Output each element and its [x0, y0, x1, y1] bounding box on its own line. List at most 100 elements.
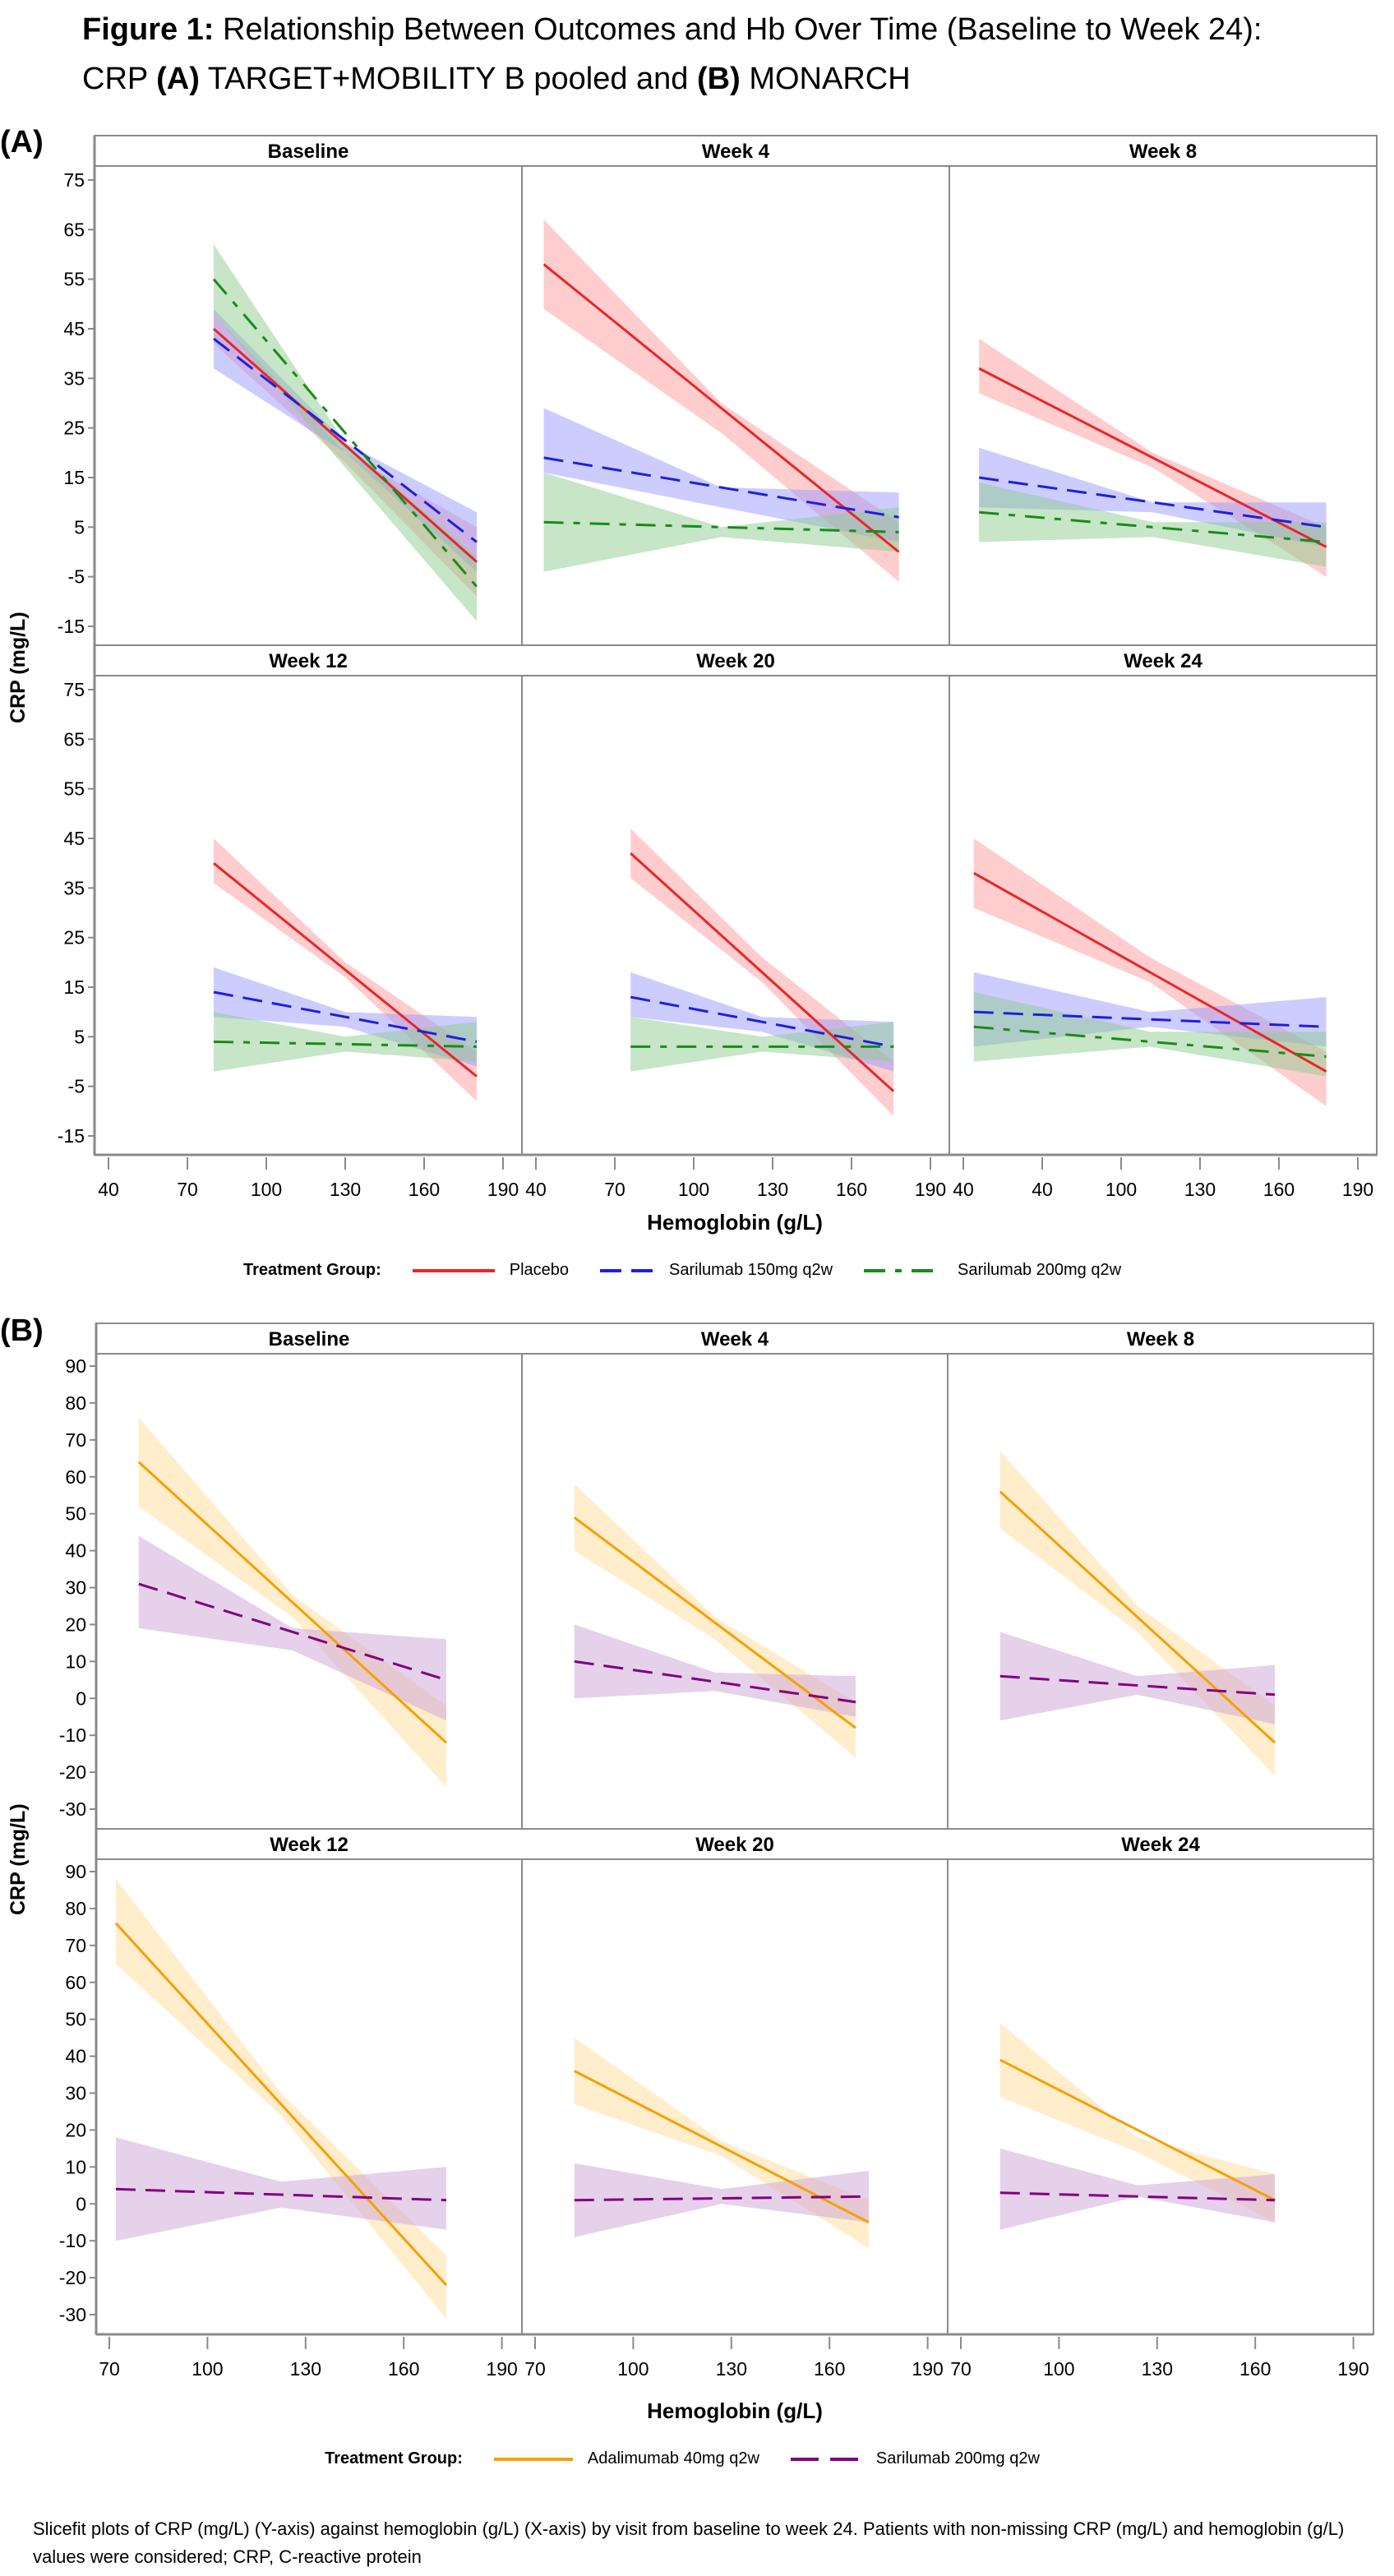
confidence-band [116, 1879, 446, 2319]
fit-line [213, 327, 478, 563]
legend-item-sarilumab-200: Sarilumab 200mg q2w [789, 2449, 1040, 2468]
confidence-band [116, 2137, 446, 2241]
fit-line [212, 278, 478, 588]
y-tick-label: 5 [74, 1026, 85, 1047]
fit-line [574, 1660, 856, 1704]
x-tick-label: 130 [330, 1179, 361, 1200]
y-tick-label: -10 [59, 2230, 86, 2251]
y-tick-label: 50 [65, 2009, 86, 2030]
x-tick-label: 130 [716, 2358, 747, 2380]
x-tick-label: 130 [290, 2358, 321, 2380]
figure-footnote: Slicefit plots of CRP (mg/L) (Y-axis) ag… [33, 2518, 1345, 2567]
fit-line [999, 1490, 1276, 1744]
row-header-strip [94, 135, 1378, 167]
legend-item-placebo: Placebo [411, 1261, 569, 1280]
figure-title-line2-c: MONARCH [740, 62, 911, 96]
x-tick-label: 130 [757, 1179, 788, 1200]
panel-frame [95, 1858, 523, 2335]
confidence-band [543, 408, 899, 542]
x-tick-label: 70 [950, 2358, 972, 2380]
y-tick-label: 75 [63, 169, 85, 191]
confidence-band [973, 992, 1327, 1077]
x-tick-label: 100 [617, 2358, 649, 2380]
figure-title-line2-b: TARGET+MOBILITY B pooled and [199, 62, 697, 96]
figure-title-label-b: (B) [697, 62, 741, 96]
panel-title: Week 4 [701, 1328, 769, 1350]
y-tick-label: 20 [65, 2119, 86, 2140]
y-tick-label: -15 [58, 1125, 85, 1147]
confidence-band [574, 2163, 869, 2237]
legend-item-adalimumab-40: Adalimumab 40mg q2w [492, 2449, 759, 2468]
panel-title: Baseline [268, 141, 349, 163]
x-tick-label: 130 [1142, 2358, 1173, 2380]
x-tick-label: 100 [1106, 1179, 1137, 1200]
fit-line [543, 520, 899, 533]
legend-label: Sarilumab 200mg q2w [958, 1261, 1122, 1279]
panel-title: Week 20 [695, 1834, 774, 1856]
y-tick-label: 55 [63, 778, 85, 800]
panel-title: Week 12 [270, 1834, 348, 1856]
panel-frame [947, 1353, 1374, 1830]
confidence-band [214, 244, 477, 621]
fit-line [542, 263, 900, 553]
fit-line [115, 2187, 446, 2202]
x-tick-label: 190 [915, 1179, 946, 1200]
figure-title-prefix: Figure 1: [82, 12, 215, 47]
y-tick-label: 30 [65, 2083, 86, 2104]
fit-line [213, 1040, 478, 1048]
x-tick-label: 70 [177, 1179, 198, 1200]
y-tick-label: 90 [65, 1861, 86, 1882]
fit-line [999, 1674, 1276, 1697]
legend-a: Treatment Group: Placebo Sarilumab 150mg… [0, 1261, 1394, 1280]
confidence-band [999, 1632, 1276, 1724]
y-tick-label: -5 [68, 566, 85, 588]
panel-title: Week 24 [1121, 1834, 1200, 1856]
y-tick-label: 0 [76, 1687, 86, 1709]
y-tick-label: 45 [63, 828, 85, 849]
legend-swatch-sarilumab-150 [600, 1268, 655, 1272]
confidence-band [543, 473, 899, 572]
y-tick-label: -20 [59, 2267, 86, 2288]
fit-line [973, 871, 1327, 1073]
y-tick-label: 15 [63, 976, 85, 998]
y-tick-label: 60 [65, 1972, 86, 1993]
x-tick-label: 160 [1263, 1179, 1295, 1200]
x-axis-label-b: Hemoglobin (g/L) [647, 2398, 823, 2423]
panel-frame [521, 1353, 949, 1830]
fit-line [138, 1582, 447, 1682]
x-tick-label: 70 [99, 2358, 120, 2380]
x-tick-label: 100 [192, 2358, 223, 2380]
x-tick-label: 40 [953, 1179, 974, 1200]
fit-line [114, 1922, 448, 2287]
y-tick-label: 35 [63, 367, 85, 389]
fit-line [213, 337, 478, 543]
fit-line [999, 2191, 1276, 2202]
x-tick-label: 100 [678, 1179, 709, 1200]
y-tick-label: -30 [59, 2304, 86, 2325]
y-tick-label: 40 [65, 2046, 86, 2067]
panel-title: Week 8 [1127, 1328, 1194, 1350]
x-tick-label: 190 [487, 1179, 519, 1200]
x-tick-label: 190 [486, 2358, 517, 2380]
y-tick-label: 10 [65, 2156, 86, 2177]
y-tick-label: 60 [65, 1466, 86, 1488]
fit-line [973, 1025, 1327, 1058]
panel-title: Week 8 [1129, 141, 1197, 163]
legend-swatch-sarilumab-200-b [790, 2457, 861, 2461]
legend-label: Placebo [509, 1261, 570, 1279]
fit-line [630, 995, 894, 1048]
legend-swatch-sarilumab-200 [864, 1268, 944, 1272]
fit-line [573, 1516, 856, 1729]
legend-label: Sarilumab 200mg q2w [875, 2449, 1040, 2468]
confidence-band [574, 1484, 856, 1758]
panel-label-b: (B) [0, 1313, 44, 1348]
y-tick-label: 35 [63, 877, 85, 898]
fit-line [574, 2195, 869, 2202]
y-tick-label: 40 [65, 1540, 86, 1562]
panel-title: Week 20 [696, 650, 775, 672]
panel-title: Week 4 [702, 141, 770, 163]
x-tick-label: 130 [1184, 1179, 1216, 1200]
y-tick-label: -10 [59, 1724, 86, 1746]
y-tick-label: -30 [59, 1798, 86, 1820]
